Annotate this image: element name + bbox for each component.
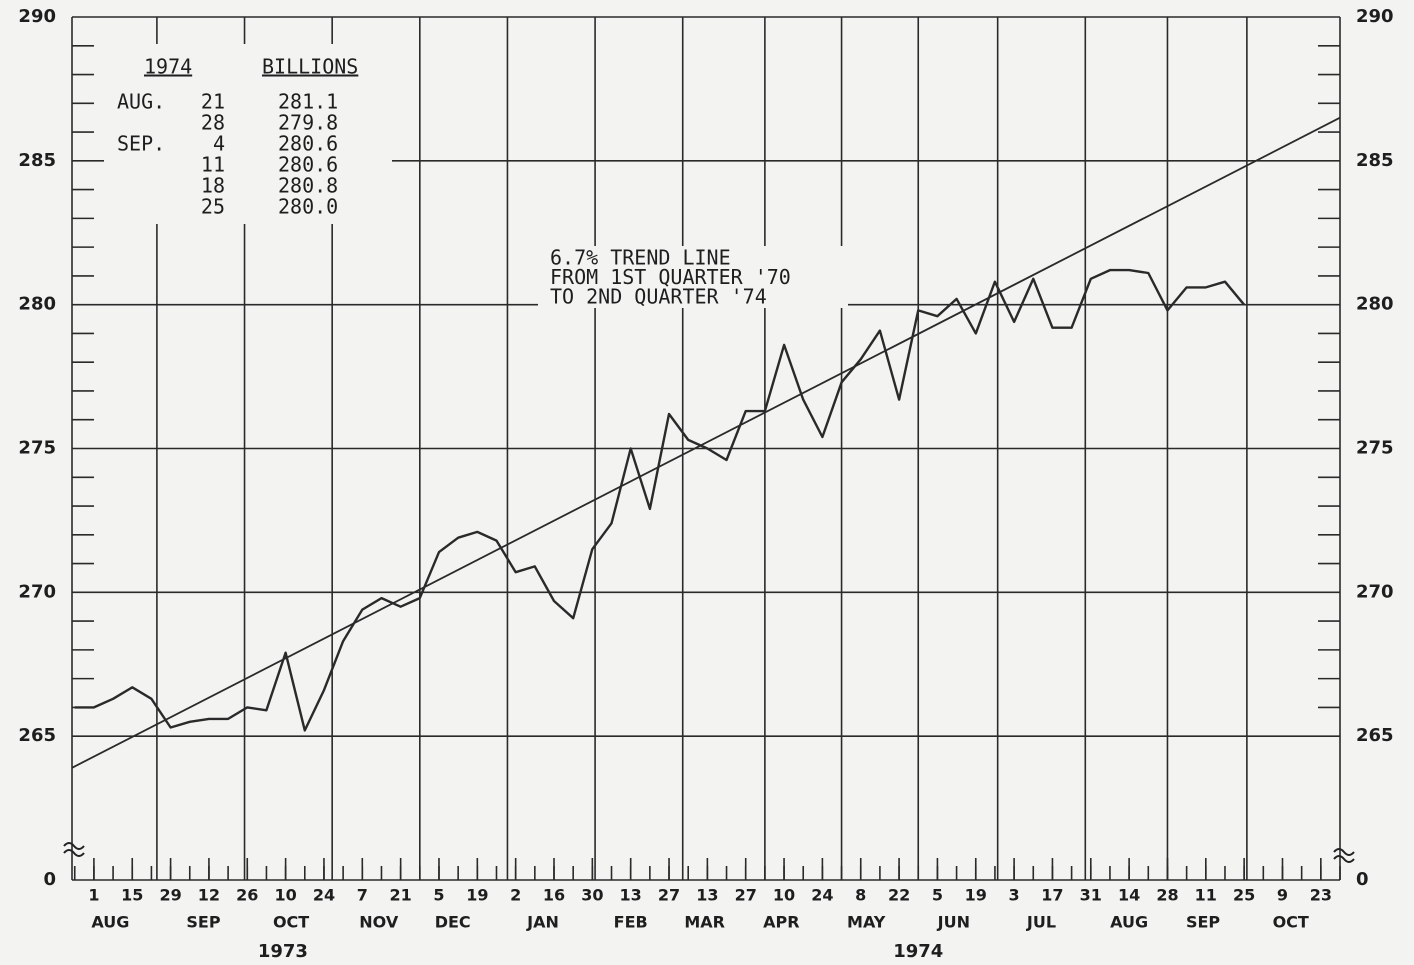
month-label: MAR bbox=[684, 913, 725, 932]
x-tick-label: 31 bbox=[1080, 886, 1102, 905]
x-tick-label: 24 bbox=[811, 886, 833, 905]
month-label: OCT bbox=[1273, 913, 1309, 932]
x-tick-label: 15 bbox=[121, 886, 143, 905]
y-tick-label: 290 bbox=[18, 6, 56, 27]
x-tick-label: 13 bbox=[696, 886, 718, 905]
y2-tick-label: 0 bbox=[1356, 869, 1369, 890]
month-label: MAY bbox=[847, 913, 886, 932]
y2-tick-label: 270 bbox=[1356, 581, 1394, 602]
x-tick-label: 10 bbox=[274, 886, 296, 905]
table-cell: 281.1 bbox=[278, 90, 338, 114]
table-cell: 18 bbox=[201, 174, 225, 198]
table-cell: AUG. bbox=[117, 90, 165, 114]
x-tick-label: 1 bbox=[88, 886, 99, 905]
table-cell: 4 bbox=[213, 132, 225, 156]
x-tick-label: 26 bbox=[236, 886, 258, 905]
x-tick-label: 27 bbox=[735, 886, 757, 905]
table-cell: 280.6 bbox=[278, 153, 338, 177]
year-label: 1973 bbox=[258, 941, 308, 962]
table-header: BILLIONS bbox=[262, 55, 358, 79]
month-label: DEC bbox=[435, 913, 471, 932]
table-cell: 11 bbox=[201, 153, 225, 177]
y2-tick-label: 290 bbox=[1356, 6, 1394, 27]
y-tick-label: 0 bbox=[43, 869, 56, 890]
table-cell: 280.0 bbox=[278, 195, 338, 219]
data-line bbox=[74, 268, 1246, 732]
month-label: JUN bbox=[937, 913, 970, 932]
month-label: JAN bbox=[526, 913, 559, 932]
x-tick-label: 17 bbox=[1041, 886, 1063, 905]
y-tick-label: 270 bbox=[18, 581, 56, 602]
x-tick-label: 7 bbox=[357, 886, 368, 905]
x-tick-label: 5 bbox=[433, 886, 444, 905]
y-tick-label: 285 bbox=[18, 150, 56, 171]
month-label: NOV bbox=[359, 913, 399, 932]
x-tick-label: 23 bbox=[1310, 886, 1332, 905]
y2-tick-label: 275 bbox=[1356, 438, 1394, 459]
annotation: 6.7% TREND LINE bbox=[550, 246, 731, 270]
x-tick-label: 9 bbox=[1277, 886, 1288, 905]
x-tick-label: 19 bbox=[965, 886, 987, 905]
x-tick-label: 27 bbox=[658, 886, 680, 905]
annotation: FROM 1ST QUARTER '70 bbox=[550, 265, 791, 289]
month-label: JUL bbox=[1026, 913, 1056, 932]
label-background bbox=[104, 44, 392, 224]
x-tick-label: 21 bbox=[390, 886, 412, 905]
label-background bbox=[538, 246, 848, 308]
axis-break bbox=[63, 842, 85, 857]
month-label: APR bbox=[763, 913, 799, 932]
y-tick-label: 275 bbox=[18, 438, 56, 459]
month-label: SEP bbox=[1186, 913, 1220, 932]
table-cell: 279.8 bbox=[278, 111, 338, 135]
month-label: AUG bbox=[91, 913, 129, 932]
y-tick-label: 265 bbox=[18, 725, 56, 746]
x-tick-label: 11 bbox=[1195, 886, 1217, 905]
x-tick-label: 25 bbox=[1233, 886, 1255, 905]
month-label: AUG bbox=[1110, 913, 1148, 932]
x-tick-label: 3 bbox=[1009, 886, 1020, 905]
table-cell: 280.8 bbox=[278, 174, 338, 198]
axis-break bbox=[1333, 848, 1355, 863]
x-tick-label: 19 bbox=[466, 886, 488, 905]
x-tick-label: 29 bbox=[159, 886, 181, 905]
x-tick-label: 13 bbox=[620, 886, 642, 905]
month-label: FEB bbox=[614, 913, 648, 932]
table-cell: SEP. bbox=[117, 132, 165, 156]
table-cell: 28 bbox=[201, 111, 225, 135]
x-tick-label: 30 bbox=[581, 886, 603, 905]
y-tick-label: 280 bbox=[18, 294, 56, 315]
x-tick-label: 12 bbox=[198, 886, 220, 905]
x-tick-label: 5 bbox=[932, 886, 943, 905]
month-label: OCT bbox=[273, 913, 309, 932]
month-label: SEP bbox=[186, 913, 220, 932]
x-tick-label: 16 bbox=[543, 886, 565, 905]
x-tick-label: 8 bbox=[855, 886, 866, 905]
x-tick-label: 10 bbox=[773, 886, 795, 905]
table-header: 1974 bbox=[144, 55, 192, 79]
y2-tick-label: 280 bbox=[1356, 294, 1394, 315]
x-tick-label: 14 bbox=[1118, 886, 1140, 905]
year-label: 1974 bbox=[893, 941, 943, 962]
x-tick-label: 24 bbox=[313, 886, 335, 905]
table-cell: 280.6 bbox=[278, 132, 338, 156]
x-tick-label: 2 bbox=[510, 886, 521, 905]
table-cell: 21 bbox=[201, 90, 225, 114]
y2-tick-label: 285 bbox=[1356, 150, 1394, 171]
table-cell: 25 bbox=[201, 195, 225, 219]
x-tick-label: 28 bbox=[1156, 886, 1178, 905]
annotation: TO 2ND QUARTER '74 bbox=[550, 285, 767, 309]
y2-tick-label: 265 bbox=[1356, 725, 1394, 746]
x-tick-label: 22 bbox=[888, 886, 910, 905]
